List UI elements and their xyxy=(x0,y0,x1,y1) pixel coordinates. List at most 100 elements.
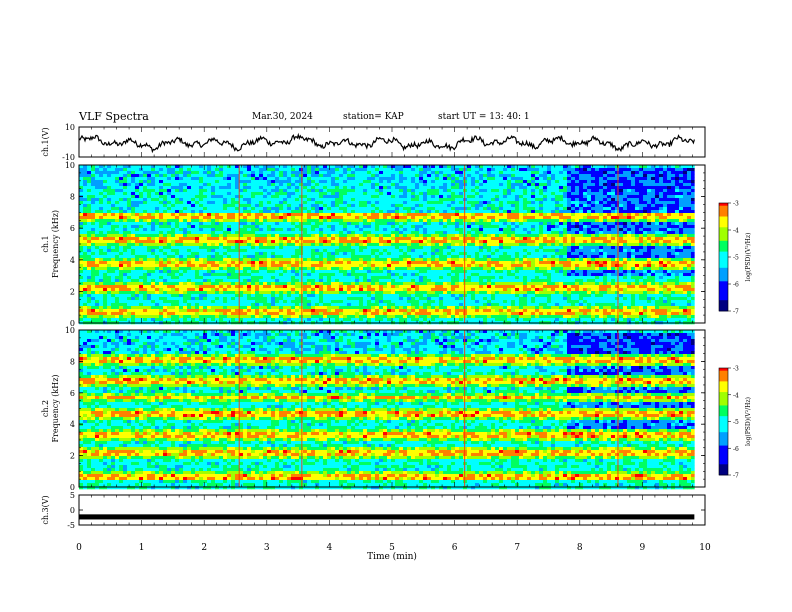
heatmap-cell xyxy=(399,198,404,202)
heatmap-cell xyxy=(287,255,292,259)
heatmap-cell xyxy=(315,183,320,187)
heatmap-cell xyxy=(371,165,376,169)
heatmap-cell xyxy=(123,219,128,223)
heatmap-cell xyxy=(107,210,112,214)
heatmap-cell xyxy=(559,180,564,184)
heatmap-cell xyxy=(315,168,320,172)
heatmap-cell xyxy=(487,219,492,223)
heatmap-cell xyxy=(439,252,444,256)
heatmap-cell xyxy=(539,222,544,226)
heatmap-cell xyxy=(511,234,516,238)
heatmap-cell xyxy=(187,174,192,178)
heatmap-cell xyxy=(411,243,416,247)
heatmap-cell xyxy=(539,171,544,175)
heatmap-cell xyxy=(531,213,536,217)
heatmap-cell xyxy=(351,192,356,196)
heatmap-cell xyxy=(627,213,632,217)
heatmap-cell xyxy=(607,201,612,205)
heatmap-cell xyxy=(587,165,592,169)
heatmap-cell xyxy=(231,213,236,217)
heatmap-cell xyxy=(451,168,456,172)
heatmap-cell xyxy=(591,237,596,241)
heatmap-cell xyxy=(567,237,572,241)
heatmap-cell xyxy=(243,216,248,220)
heatmap-cell xyxy=(663,192,668,196)
heatmap-cell xyxy=(575,228,580,232)
heatmap-cell xyxy=(519,213,524,217)
heatmap-cell xyxy=(319,216,324,220)
heatmap-cell xyxy=(415,255,420,259)
heatmap-cell xyxy=(683,228,688,232)
heatmap-cell xyxy=(391,249,396,253)
heatmap-cell xyxy=(275,231,280,235)
heatmap-cell xyxy=(115,168,120,172)
heatmap-cell xyxy=(427,180,432,184)
heatmap-cell xyxy=(583,186,588,190)
heatmap-cell xyxy=(683,249,688,253)
heatmap-cell xyxy=(323,249,328,253)
heatmap-cell xyxy=(203,186,208,190)
heatmap-cell xyxy=(299,243,304,247)
heatmap-cell xyxy=(667,255,672,259)
heatmap-cell xyxy=(87,231,92,235)
heatmap-cell xyxy=(171,225,176,229)
heatmap-cell xyxy=(287,192,292,196)
heatmap-cell xyxy=(271,213,276,217)
heatmap-cell xyxy=(247,201,252,205)
heatmap-cell xyxy=(623,186,628,190)
heatmap-cell xyxy=(419,225,424,229)
heatmap-cell xyxy=(347,234,352,238)
heatmap-cell xyxy=(247,186,252,190)
heatmap-cell xyxy=(667,201,672,205)
heatmap-cell xyxy=(387,222,392,226)
heatmap-cell xyxy=(127,171,132,175)
heatmap-cell xyxy=(623,177,628,181)
heatmap-cell xyxy=(87,174,92,178)
heatmap-cell xyxy=(187,210,192,214)
heatmap-cell xyxy=(643,219,648,223)
heatmap-cell xyxy=(379,204,384,208)
heatmap-cell xyxy=(427,165,432,169)
heatmap-cell xyxy=(227,216,232,220)
heatmap-cell xyxy=(351,174,356,178)
heatmap-cell xyxy=(627,219,632,223)
heatmap-cell xyxy=(391,252,396,256)
heatmap-cell xyxy=(139,225,144,229)
heatmap-cell xyxy=(547,222,552,226)
heatmap-cell xyxy=(95,177,100,181)
heatmap-cell xyxy=(223,207,228,211)
heatmap-cell xyxy=(79,219,84,223)
heatmap-cell xyxy=(611,210,616,214)
heatmap-cell xyxy=(343,258,348,262)
heatmap-cell xyxy=(475,195,480,199)
heatmap-cell xyxy=(503,258,508,262)
heatmap-cell xyxy=(399,180,404,184)
heatmap-cell xyxy=(207,225,212,229)
heatmap-cell xyxy=(619,231,624,235)
heatmap-cell xyxy=(455,243,460,247)
heatmap-cell xyxy=(451,219,456,223)
heatmap-cell xyxy=(99,228,104,232)
heatmap-cell xyxy=(283,201,288,205)
heatmap-cell xyxy=(399,222,404,226)
heatmap-cell xyxy=(419,222,424,226)
heatmap-cell xyxy=(219,219,224,223)
heatmap-cell xyxy=(155,189,160,193)
heatmap-cell xyxy=(283,255,288,259)
heatmap-cell xyxy=(639,201,644,205)
heatmap-cell xyxy=(367,231,372,235)
heatmap-cell xyxy=(403,243,408,247)
heatmap-cell xyxy=(487,189,492,193)
heatmap-cell xyxy=(147,207,152,211)
heatmap-cell xyxy=(311,255,316,259)
heatmap-cell xyxy=(375,243,380,247)
heatmap-cell xyxy=(363,180,368,184)
heatmap-cell xyxy=(639,207,644,211)
heatmap-cell xyxy=(643,234,648,238)
heatmap-cell xyxy=(607,183,612,187)
heatmap-cell xyxy=(243,165,248,169)
heatmap-cell xyxy=(99,231,104,235)
heatmap-cell xyxy=(471,249,476,253)
heatmap-cell xyxy=(679,195,684,199)
heatmap-cell xyxy=(275,222,280,226)
